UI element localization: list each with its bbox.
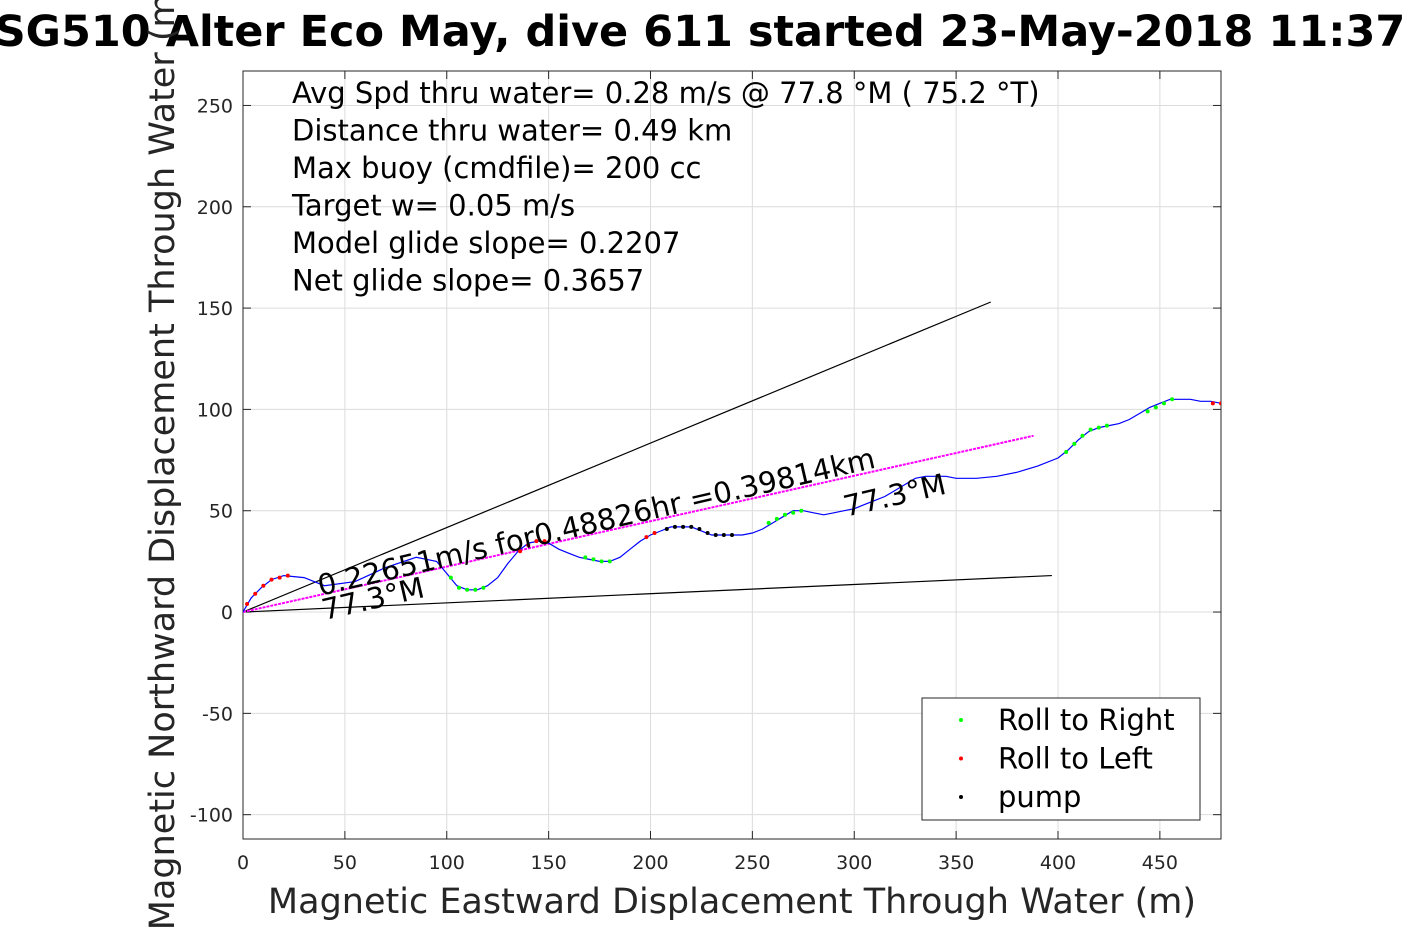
x-tick-label: 200 bbox=[632, 852, 668, 874]
marker-pump bbox=[672, 524, 677, 529]
marker-roll-to-right bbox=[1096, 425, 1101, 430]
marker-roll-to-left bbox=[1219, 401, 1221, 406]
marker-roll-to-left bbox=[542, 539, 547, 544]
marker-roll-to-right bbox=[1072, 441, 1077, 446]
legend-marker bbox=[959, 756, 963, 761]
marker-roll-to-right bbox=[481, 585, 486, 590]
marker-roll-to-left bbox=[245, 601, 250, 606]
marker-roll-to-right bbox=[1064, 449, 1069, 454]
info-line: Net glide slope= 0.3657 bbox=[292, 264, 644, 298]
info-line: Avg Spd thru water= 0.28 m/s @ 77.8 °M (… bbox=[292, 76, 1040, 110]
marker-roll-to-right bbox=[1145, 409, 1150, 414]
x-tick-label: 150 bbox=[530, 852, 566, 874]
info-line: Model glide slope= 0.2207 bbox=[292, 226, 680, 260]
info-line: Distance thru water= 0.49 km bbox=[292, 114, 732, 148]
marker-roll-to-right bbox=[456, 585, 461, 590]
y-tick-label: -50 bbox=[202, 703, 233, 725]
legend-label: Roll to Right bbox=[998, 703, 1175, 737]
legend-marker bbox=[959, 795, 963, 799]
marker-roll-to-right bbox=[1088, 427, 1093, 432]
y-tick-label: 0 bbox=[221, 602, 233, 624]
marker-roll-to-right bbox=[599, 559, 604, 564]
marker-roll-to-right bbox=[1080, 433, 1085, 438]
marker-roll-to-right bbox=[448, 575, 453, 580]
x-tick-label: 400 bbox=[1040, 852, 1076, 874]
legend-label: Roll to Left bbox=[998, 742, 1153, 776]
marker-roll-to-right bbox=[799, 508, 804, 513]
y-tick-label: 100 bbox=[197, 399, 233, 421]
marker-pump bbox=[664, 526, 669, 531]
marker-roll-to-left bbox=[261, 583, 266, 588]
marker-roll-to-left bbox=[1210, 401, 1215, 406]
marker-roll-to-left bbox=[253, 591, 258, 596]
legend-marker bbox=[959, 718, 963, 722]
marker-pump bbox=[689, 524, 694, 529]
x-tick-label: 350 bbox=[938, 852, 974, 874]
marker-roll-to-right bbox=[583, 555, 588, 560]
y-axis-label: Magnetic Northward Displacement Through … bbox=[143, 0, 183, 930]
marker-roll-to-right bbox=[1170, 397, 1175, 402]
marker-pump bbox=[713, 533, 718, 538]
marker-roll-to-left bbox=[285, 573, 290, 578]
plot-area bbox=[243, 301, 1221, 614]
info-line: Max buoy (cmdfile)= 200 cc bbox=[292, 151, 701, 185]
y-tick-label: 50 bbox=[209, 501, 233, 523]
x-tick-label: 50 bbox=[333, 852, 357, 874]
marker-roll-to-right bbox=[591, 557, 596, 562]
marker-pump bbox=[730, 533, 734, 538]
marker-pump bbox=[705, 531, 710, 536]
x-tick-label: 300 bbox=[836, 852, 872, 874]
y-tick-label: -100 bbox=[190, 805, 233, 827]
x-tick-label: 250 bbox=[734, 852, 770, 874]
marker-roll-to-left bbox=[526, 543, 531, 548]
x-axis-label: Magnetic Eastward Displacement Through W… bbox=[268, 882, 1196, 922]
marker-pump bbox=[721, 533, 726, 538]
chart-title: SG510 Alter Eco May, dive 611 started 23… bbox=[0, 7, 1405, 57]
legend: Roll to Right Roll to Left pump bbox=[921, 697, 1201, 821]
x-tick-label: 0 bbox=[237, 852, 249, 874]
marker-roll-to-right bbox=[774, 516, 779, 521]
axis-ticks: 0 50 100 150 200 250 300 350 400 450 250 200 150 100 5… bbox=[190, 71, 1221, 874]
plot-frame bbox=[242, 70, 1222, 840]
reference-line-net-track bbox=[243, 434, 1034, 614]
marker-roll-to-right bbox=[1153, 405, 1158, 410]
marker-roll-to-right bbox=[1104, 423, 1109, 428]
marker-roll-to-left bbox=[518, 549, 523, 554]
marker-roll-to-left bbox=[277, 575, 282, 580]
y-tick-label: 250 bbox=[197, 95, 233, 117]
marker-pump bbox=[681, 524, 686, 529]
marker-roll-to-right bbox=[1161, 401, 1166, 406]
legend-label: pump bbox=[998, 780, 1081, 814]
marker-pump bbox=[697, 526, 702, 531]
marker-roll-to-right bbox=[465, 587, 470, 592]
x-tick-label: 100 bbox=[429, 852, 465, 874]
y-tick-label: 200 bbox=[197, 197, 233, 219]
reference-line-lower-bound bbox=[243, 574, 1052, 613]
x-tick-label: 450 bbox=[1142, 852, 1178, 874]
marker-roll-to-right bbox=[766, 520, 771, 525]
marker-roll-to-right bbox=[473, 587, 478, 592]
reference-line-upper-bound bbox=[243, 301, 991, 613]
marker-roll-to-left bbox=[644, 535, 649, 540]
marker-roll-to-right bbox=[791, 510, 796, 515]
marker-roll-to-left bbox=[652, 531, 657, 536]
marker-roll-to-right bbox=[607, 559, 612, 564]
info-text-block: Avg Spd thru water= 0.28 m/s @ 77.8 °M (… bbox=[291, 76, 1040, 298]
y-tick-label: 150 bbox=[197, 298, 233, 320]
info-line: Target w= 0.05 m/s bbox=[291, 189, 575, 223]
marker-roll-to-left bbox=[269, 577, 274, 582]
marker-roll-to-left bbox=[534, 539, 539, 544]
marker-roll-to-right bbox=[782, 512, 787, 517]
legend-box bbox=[921, 697, 1201, 821]
